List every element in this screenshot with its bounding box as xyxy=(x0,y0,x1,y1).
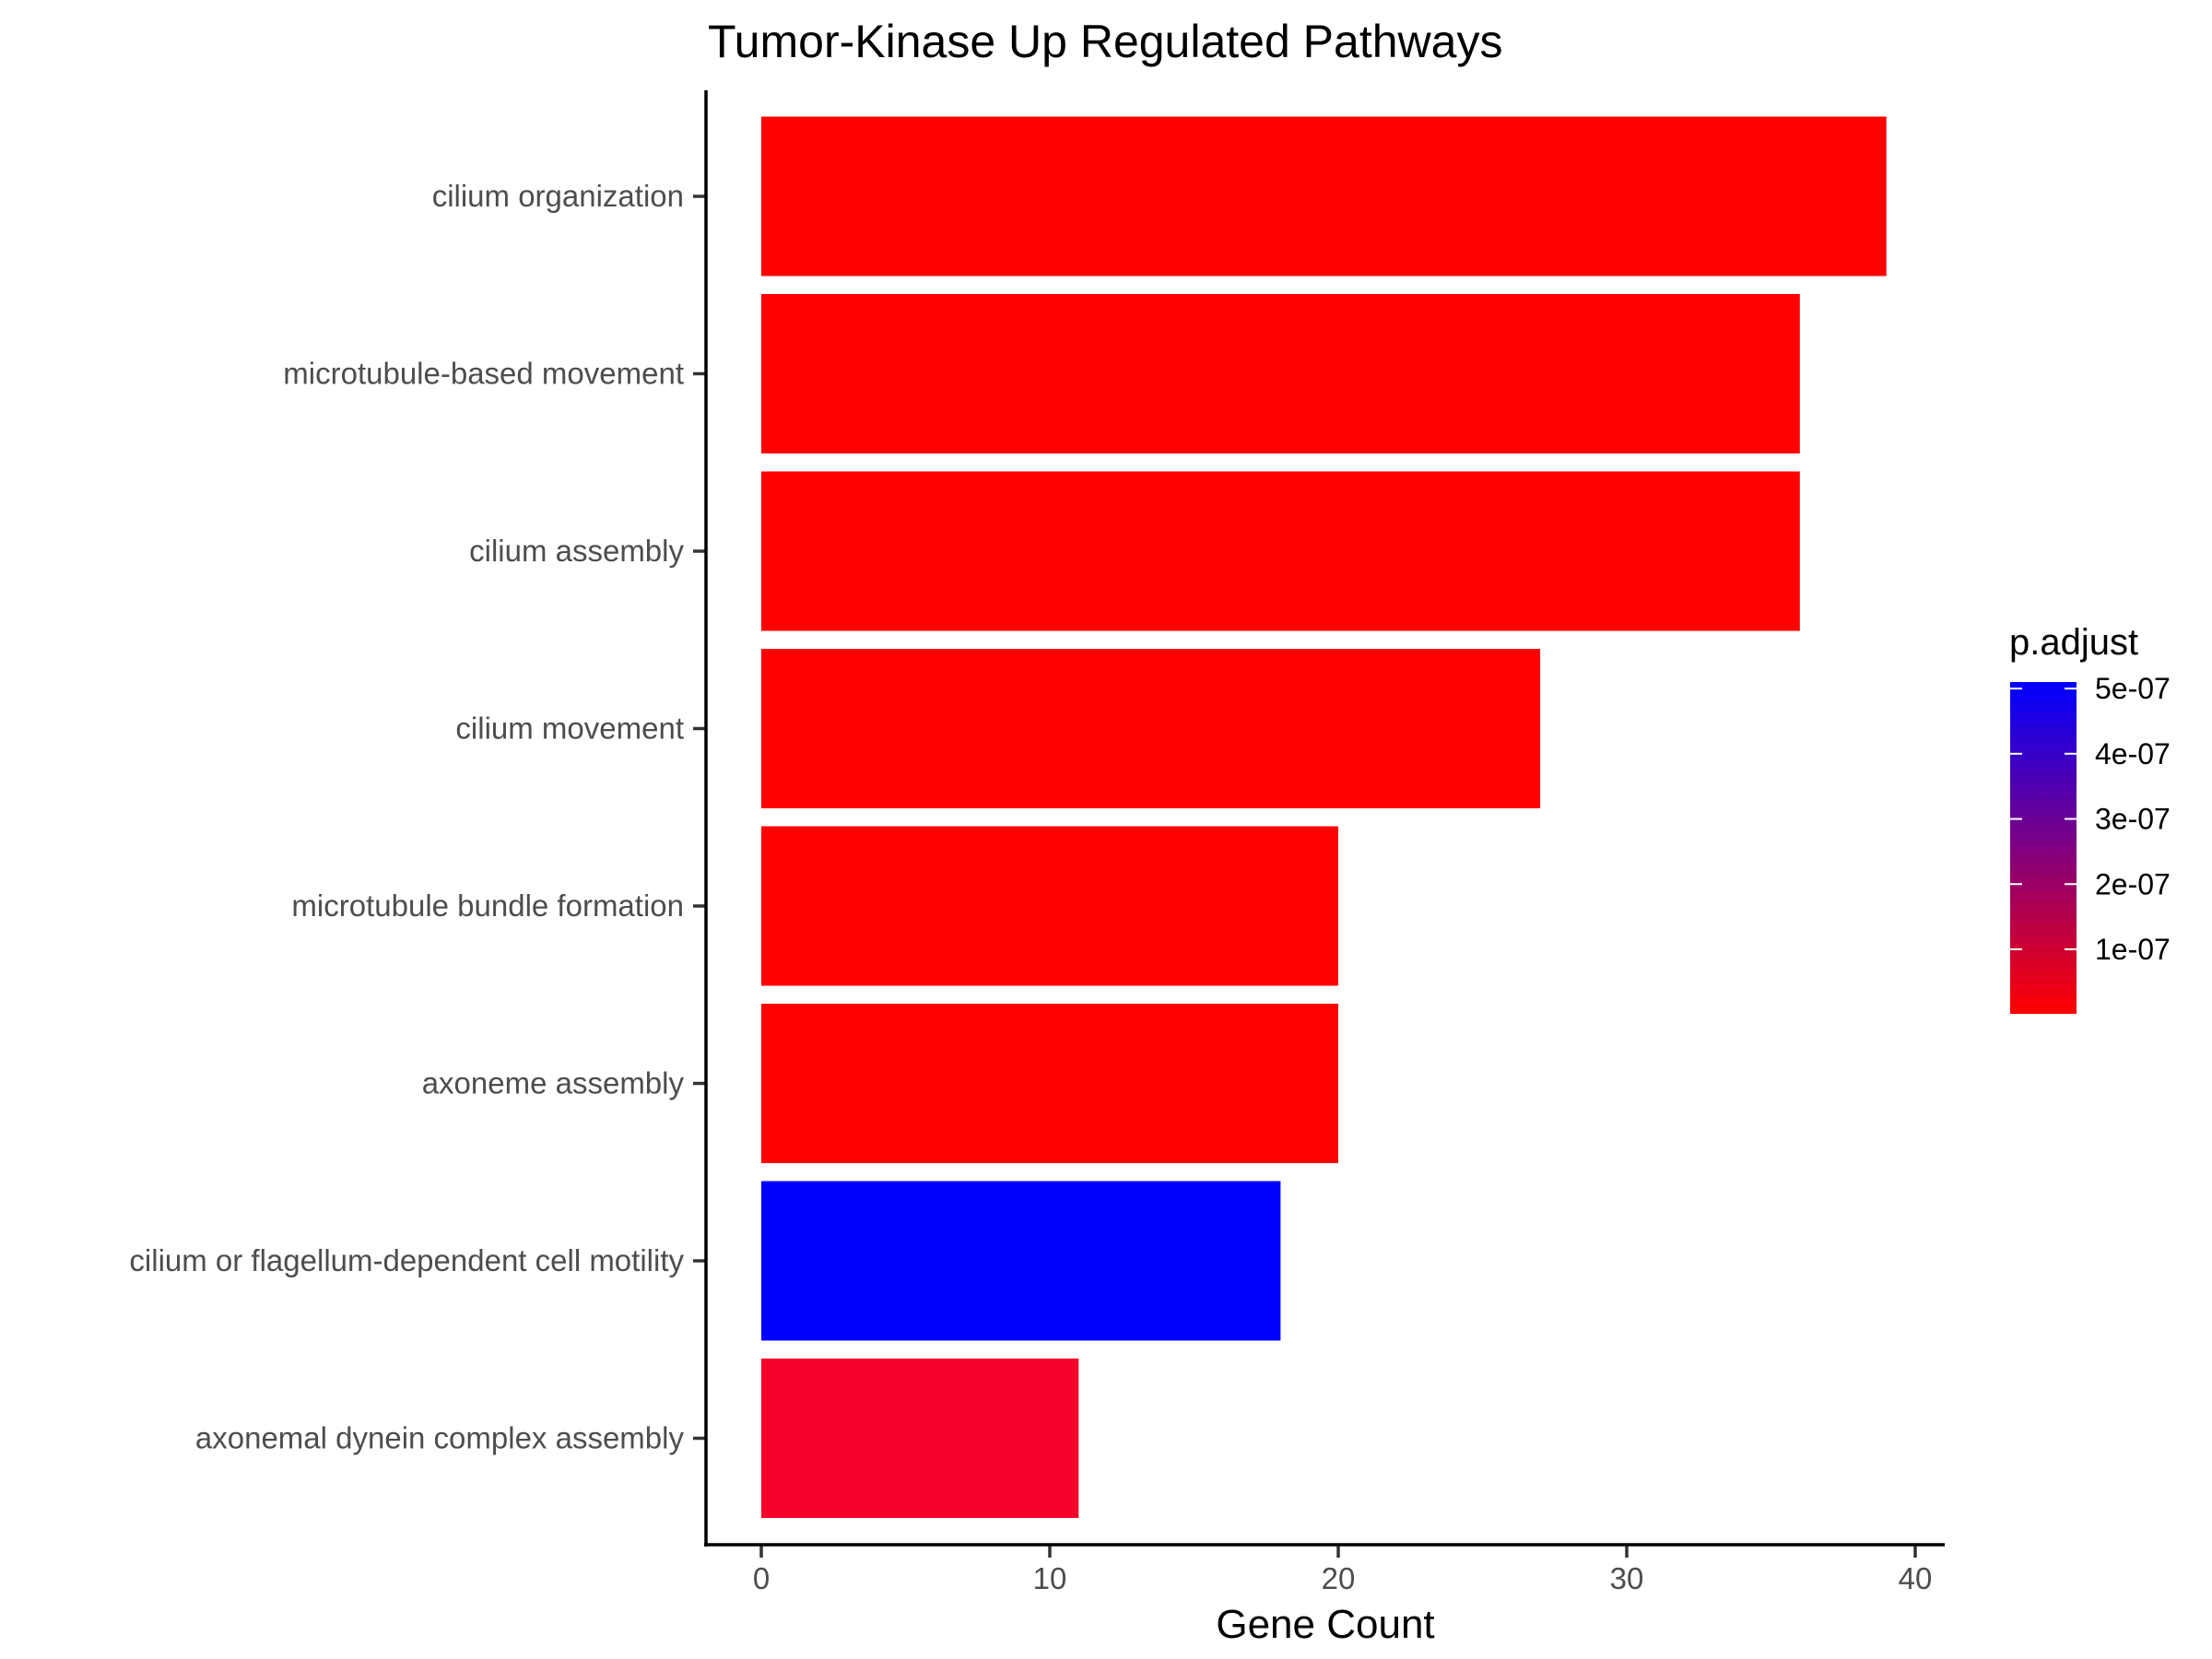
legend-tick-label: 1e-07 xyxy=(2095,933,2171,966)
category-label: cilium organization xyxy=(432,179,684,213)
category-label: cilium assembly xyxy=(469,534,684,568)
category-label: microtubule-based movement xyxy=(283,357,684,391)
bar-group xyxy=(761,116,1887,1518)
legend: p.adjust 5e-07 4e-07 3e-07 2e-07 1e-07 xyxy=(2009,622,2171,1014)
bar xyxy=(761,826,1338,986)
x-axis-title: Gene Count xyxy=(1216,1602,1434,1647)
chart-title: Tumor-Kinase Up Regulated Pathways xyxy=(708,16,1502,67)
x-tick-label: 40 xyxy=(1899,1561,1933,1595)
category-label: cilium or flagellum-dependent cell motil… xyxy=(129,1243,684,1277)
legend-tick-label: 2e-07 xyxy=(2095,867,2171,900)
category-labels: cilium organization microtubule-based mov… xyxy=(129,179,706,1455)
category-label: axonemal dynein complex assembly xyxy=(195,1421,685,1455)
bar xyxy=(761,116,1887,276)
category-label: cilium movement xyxy=(455,712,684,746)
category-label: axoneme assembly xyxy=(422,1066,685,1100)
legend-tick-label: 4e-07 xyxy=(2095,737,2171,771)
category-label: microtubule bundle formation xyxy=(291,888,684,923)
legend-title: p.adjust xyxy=(2009,622,2138,663)
x-tick-label: 10 xyxy=(1033,1561,1067,1595)
x-axis-ticks: 0 10 20 30 40 xyxy=(753,1545,1933,1595)
x-tick-label: 30 xyxy=(1610,1561,1644,1595)
legend-ticks: 5e-07 4e-07 3e-07 2e-07 1e-07 xyxy=(2010,672,2171,966)
bar xyxy=(761,1004,1338,1163)
legend-tick-label: 3e-07 xyxy=(2095,803,2171,836)
x-tick-label: 20 xyxy=(1322,1561,1356,1595)
bar xyxy=(761,649,1541,808)
x-tick-label: 0 xyxy=(753,1561,770,1595)
bar xyxy=(761,471,1800,631)
legend-tick-label: 5e-07 xyxy=(2095,672,2171,705)
bar xyxy=(761,1181,1281,1341)
legend-colorbar xyxy=(2010,682,2077,1014)
bar xyxy=(761,294,1800,453)
bar xyxy=(761,1359,1079,1518)
